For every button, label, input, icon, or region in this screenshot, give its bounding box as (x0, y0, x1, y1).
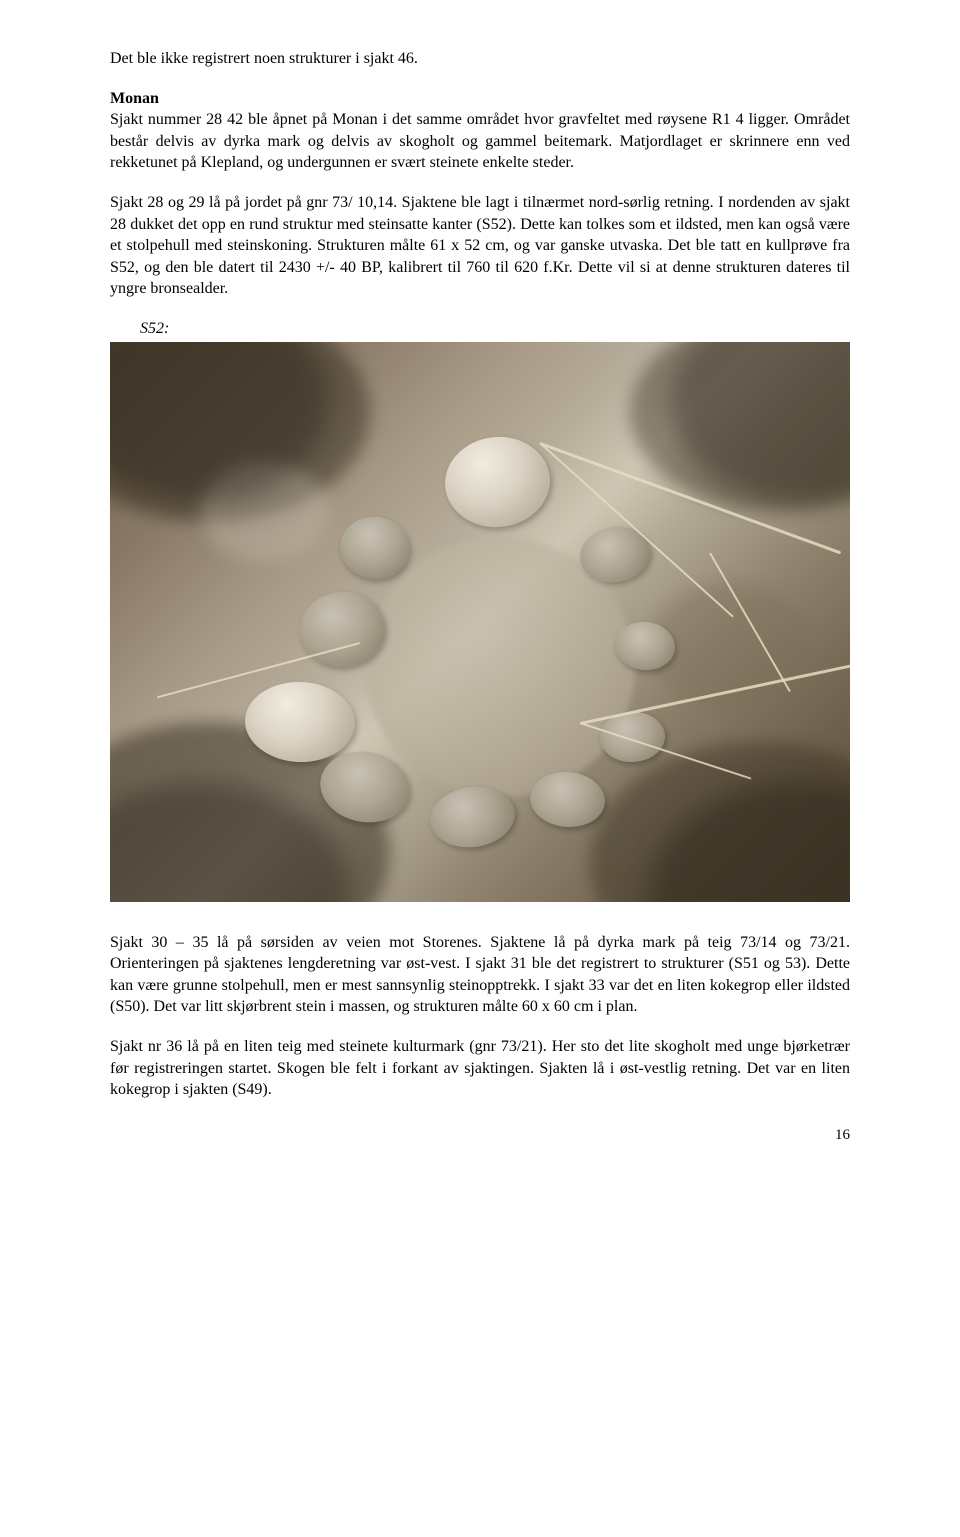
figure-s52-photo (110, 342, 850, 902)
page-number: 16 (110, 1125, 850, 1145)
stone (336, 512, 414, 583)
paragraph-2: Sjakt nummer 28 42 ble åpnet på Monan i … (110, 109, 850, 174)
stone (441, 431, 555, 531)
paragraph-5: Sjakt nr 36 lå på en liten teig med stei… (110, 1036, 850, 1101)
paragraph-4: Sjakt 30 – 35 lå på sørsiden av veien mo… (110, 932, 850, 1018)
paragraph-3: Sjakt 28 og 29 lå på jordet på gnr 73/ 1… (110, 192, 850, 300)
paragraph-1: Det ble ikke registrert noen strukturer … (110, 48, 850, 70)
figure-label: S52: (110, 318, 850, 340)
section-heading-monan: Monan (110, 88, 850, 110)
